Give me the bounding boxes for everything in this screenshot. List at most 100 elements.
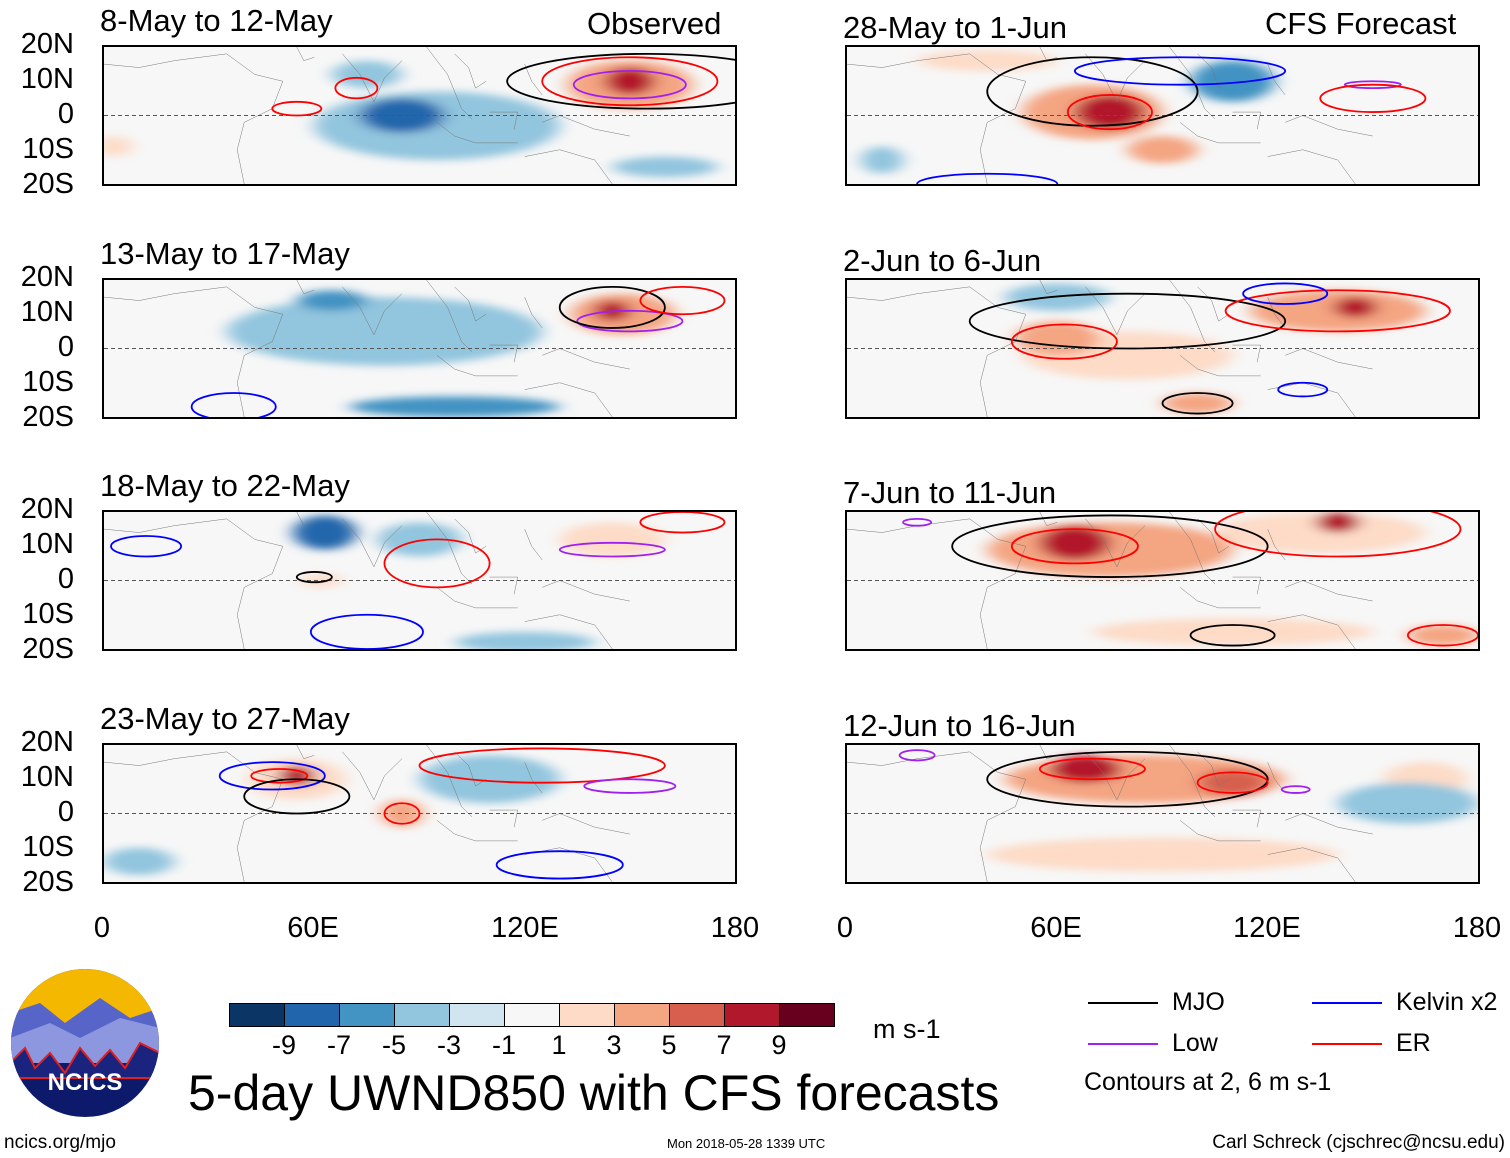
colorbar-tick-label: -3 — [436, 1030, 462, 1060]
colorbar-swatch — [560, 1004, 615, 1026]
map-panel — [845, 743, 1480, 884]
y-tick: 0 — [57, 796, 74, 828]
ncics-logo: NCICS — [11, 969, 159, 1117]
wind-anomaly — [314, 91, 560, 161]
contour-er — [1040, 759, 1145, 780]
contour-er — [251, 769, 307, 783]
contour-low — [560, 543, 665, 557]
contour-mjo — [297, 572, 332, 582]
contour-low — [900, 750, 935, 760]
y-tick: 10N — [20, 761, 74, 793]
y-tick: 20S — [22, 866, 74, 898]
colorbar-swatch — [780, 1004, 834, 1026]
contour-mjo — [952, 515, 1267, 577]
y-tick: 20S — [22, 401, 74, 433]
y-tick: 20S — [22, 168, 74, 200]
observed-label: Observed — [587, 6, 722, 41]
contour-kelvin-x2 — [1278, 383, 1327, 397]
colorbar-tick-label: 5 — [661, 1030, 677, 1060]
panel-title: 7-Jun to 11-Jun — [843, 475, 1057, 510]
wind-anomaly — [1334, 297, 1377, 318]
contour-kelvin-x2 — [1243, 283, 1327, 304]
wind-anomaly — [917, 50, 1058, 71]
contour-er — [1198, 772, 1268, 793]
map-panel — [102, 743, 737, 884]
wind-anomaly — [1039, 525, 1110, 560]
contour-er — [272, 102, 321, 116]
contour-er — [1068, 95, 1152, 129]
wind-anomaly — [1337, 782, 1478, 824]
contour-kelvin-x2 — [192, 393, 276, 417]
wind-anomaly — [605, 67, 655, 95]
y-tick: 10N — [20, 296, 74, 328]
wind-anomaly — [987, 837, 1338, 872]
wind-anomaly — [1162, 393, 1233, 414]
x-tick: 120E — [1233, 912, 1301, 944]
y-tick: 10N — [20, 528, 74, 560]
coastline — [104, 745, 630, 882]
coastline — [847, 745, 1373, 882]
contour-kelvin-x2 — [311, 615, 423, 649]
colorbar-tick-label: 3 — [606, 1030, 622, 1060]
legend-kelvin: Kelvin x2 — [1312, 988, 1497, 1017]
colorbar-swatch — [230, 1004, 285, 1026]
y-tick: 0 — [57, 563, 74, 595]
wind-anomaly — [612, 156, 718, 178]
contour-low — [903, 519, 931, 526]
y-tick: 10N — [20, 63, 74, 95]
contour-er — [640, 512, 724, 533]
contour-mjo — [970, 294, 1286, 349]
y-tick: 10S — [22, 831, 74, 863]
map-panel — [845, 510, 1480, 651]
legend-er: ER — [1312, 1029, 1431, 1058]
colorbar-tick-label: 9 — [771, 1030, 787, 1060]
contour-low — [574, 71, 686, 98]
coastline — [847, 280, 1373, 417]
coastline — [104, 512, 630, 649]
legend-mjo: MJO — [1088, 988, 1225, 1017]
forecast-label: CFS Forecast — [1265, 6, 1457, 41]
wind-anomaly — [226, 297, 543, 366]
wind-anomaly — [454, 631, 595, 649]
wind-anomaly — [279, 765, 315, 787]
panel-title: 8-May to 12-May — [100, 3, 333, 38]
contour-er — [1215, 512, 1460, 557]
colorbar-tick-label: 7 — [716, 1030, 732, 1060]
colorbar-swatch — [670, 1004, 725, 1026]
wind-anomaly — [559, 522, 665, 557]
map-panel — [845, 278, 1480, 419]
contour-low — [1345, 81, 1401, 88]
contour-er — [1320, 85, 1425, 112]
map-panel — [102, 45, 737, 186]
panel-title: 18-May to 22-May — [100, 468, 350, 503]
author: Carl Schreck (cjschrec@ncsu.edu) — [1212, 1132, 1505, 1153]
contour-kelvin-x2 — [1075, 57, 1285, 84]
contour-er — [1012, 325, 1117, 359]
wind-anomaly — [861, 146, 904, 174]
legend-low: Low — [1088, 1029, 1218, 1058]
map-panel — [102, 278, 737, 419]
contour-note: Contours at 2, 6 m s-1 — [1084, 1068, 1332, 1096]
wind-anomaly — [1050, 755, 1121, 783]
colorbar-tick-label: 1 — [551, 1030, 567, 1060]
y-tick: 10S — [22, 366, 74, 398]
contour-mjo — [1163, 393, 1233, 414]
colorbar-tick-label: -5 — [381, 1030, 407, 1060]
site-link[interactable]: ncics.org/mjo — [4, 1132, 116, 1153]
contour-mjo — [987, 752, 1267, 807]
contour-low — [584, 779, 675, 793]
y-tick: 20N — [20, 493, 74, 525]
y-tick: 20N — [20, 261, 74, 293]
wind-anomaly — [349, 396, 560, 417]
coastline — [104, 47, 630, 184]
contour-kelvin-x2 — [917, 174, 1057, 184]
colorbar — [229, 1003, 835, 1027]
colorbar-swatch — [395, 1004, 450, 1026]
colorbar-tick-label: -9 — [271, 1030, 297, 1060]
coastline — [847, 512, 1373, 649]
contour-er — [542, 57, 717, 105]
colorbar-swatch — [505, 1004, 560, 1026]
wind-anomaly — [104, 136, 133, 157]
wind-anomaly — [1407, 625, 1478, 646]
x-tick: 60E — [287, 912, 339, 944]
